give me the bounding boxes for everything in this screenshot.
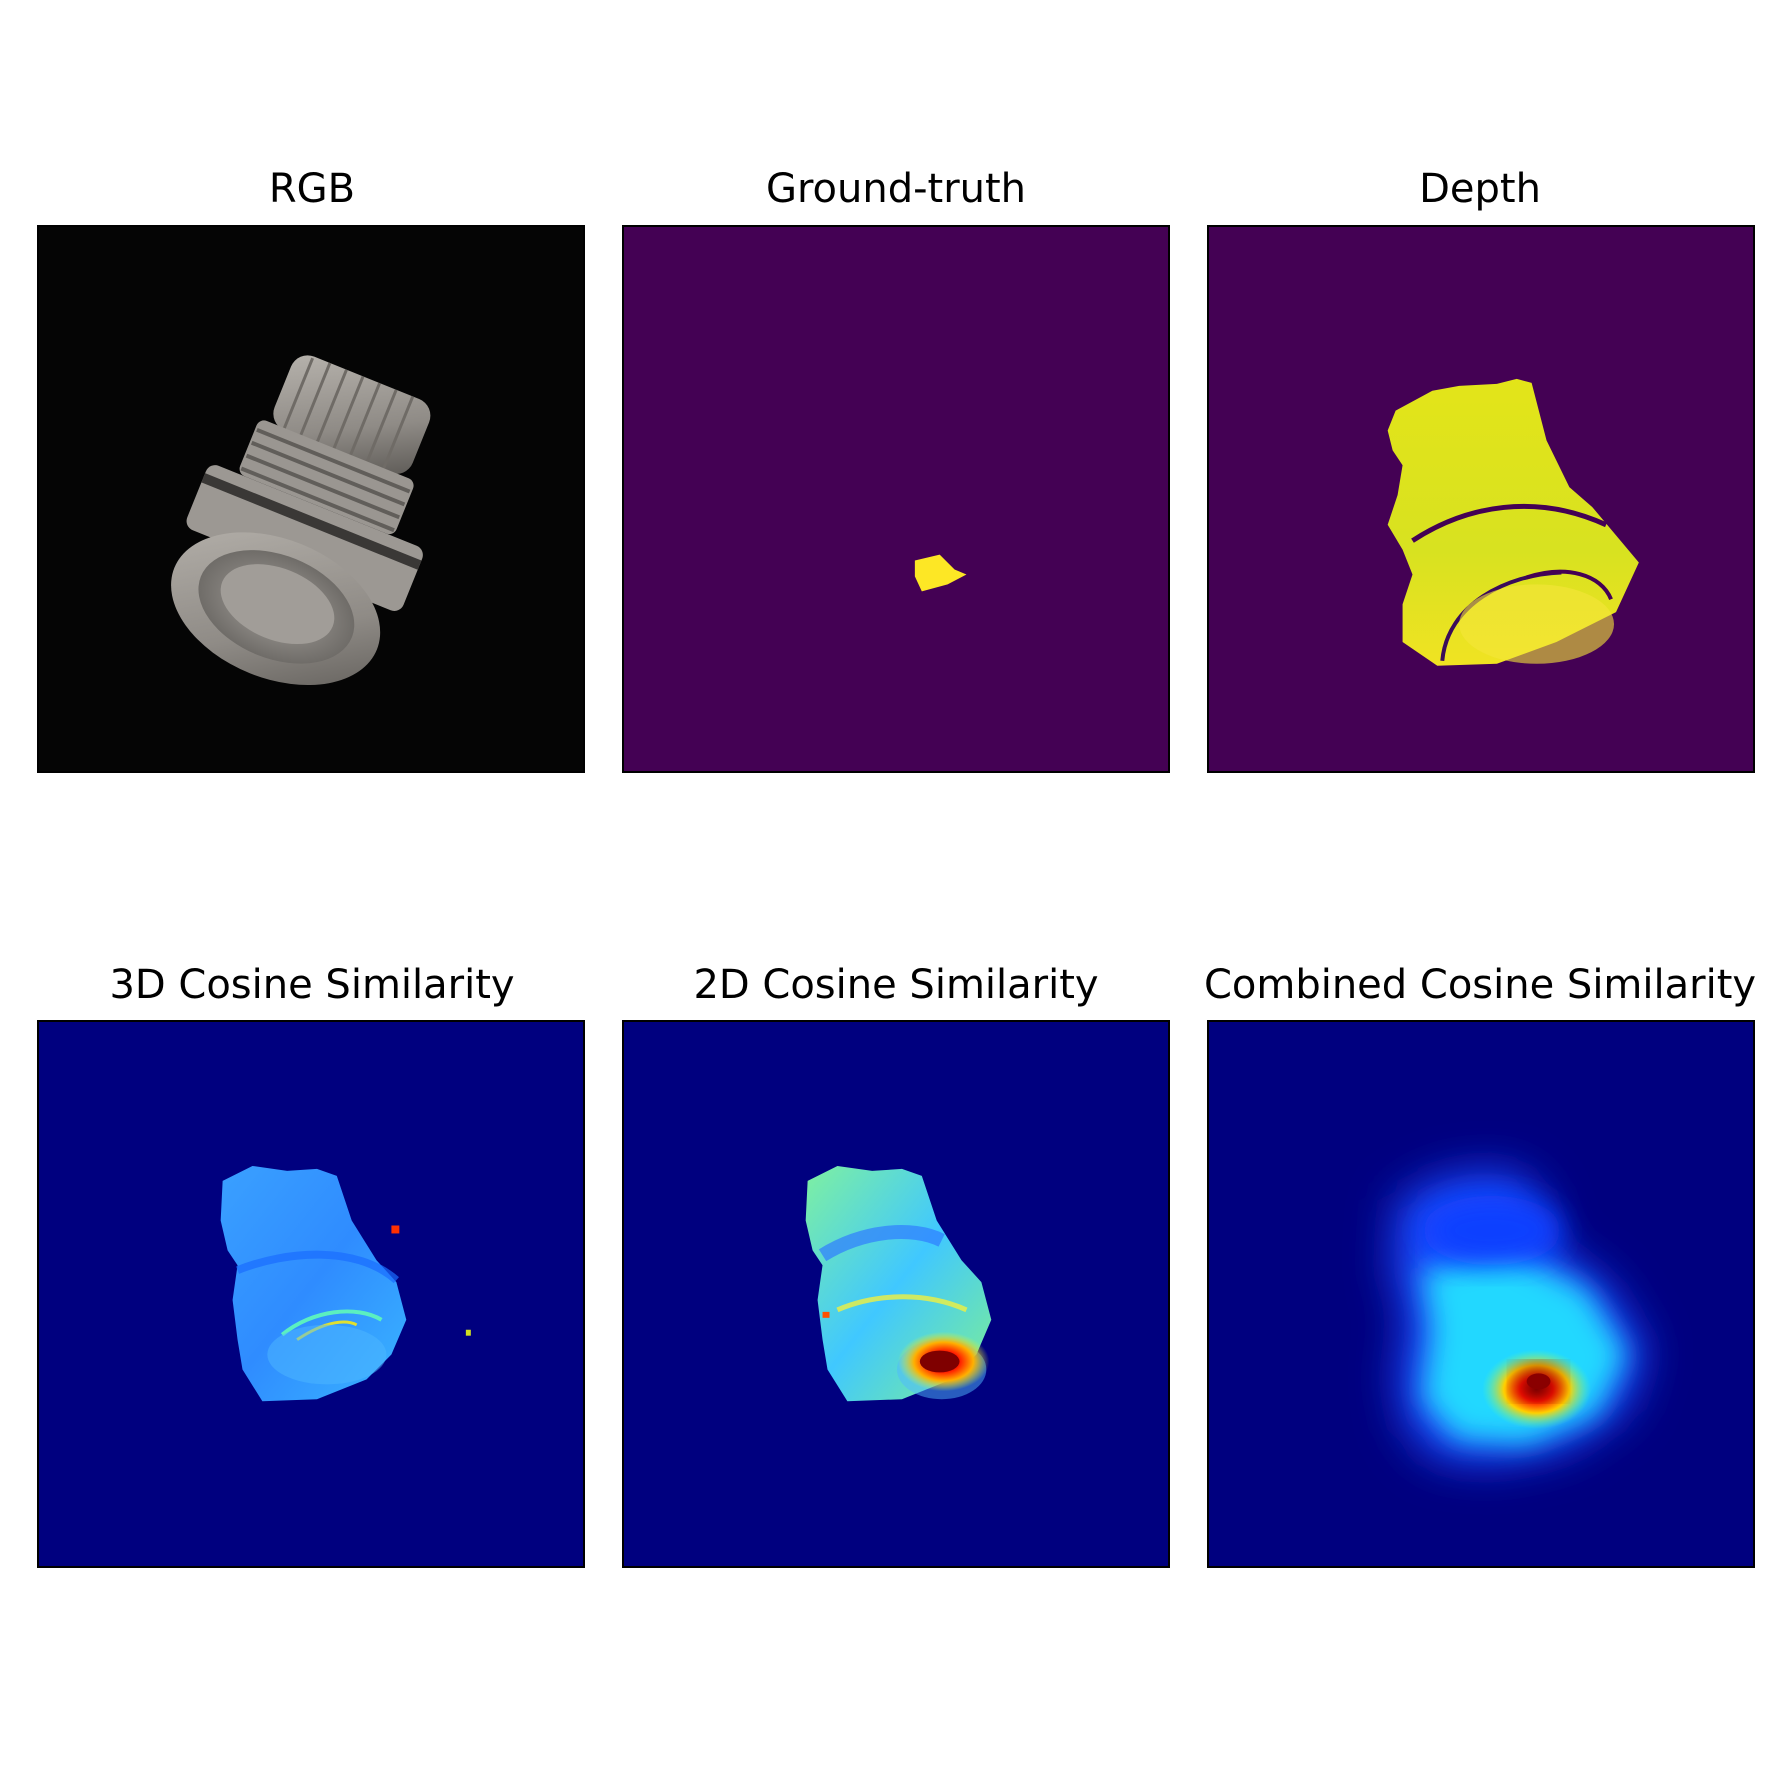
panel-title-ground-truth: Ground-truth [765,166,1027,212]
combined-cosine-similarity-panel [1207,1020,1755,1568]
panel-title-rgb: RGB [268,166,356,212]
rgb-cable-gland-image [171,355,431,686]
rgb-image-panel [37,225,585,773]
panel-title-depth: Depth [1419,166,1541,212]
3d-cosine-similarity-panel [37,1020,585,1568]
2d-cosine-similarity-heatmap [805,1165,992,1402]
2d-cosine-similarity-panel [622,1020,1170,1568]
depth-map-panel [1207,225,1755,773]
3d-cosine-similarity-heatmap [220,1165,471,1402]
depth-map [1387,378,1639,666]
ground-truth-mask-panel [622,225,1170,773]
anomaly-region [914,554,967,592]
panel-title-2d-cosine-similarity: 2D Cosine Similarity [693,962,1099,1008]
panel-title-combined-cosine-similarity: Combined Cosine Similarity [1203,962,1757,1008]
ground-truth-mask [914,554,967,592]
panel-title-3d-cosine-similarity: 3D Cosine Similarity [109,962,515,1008]
combined-cosine-similarity-heatmap [1392,1170,1646,1464]
